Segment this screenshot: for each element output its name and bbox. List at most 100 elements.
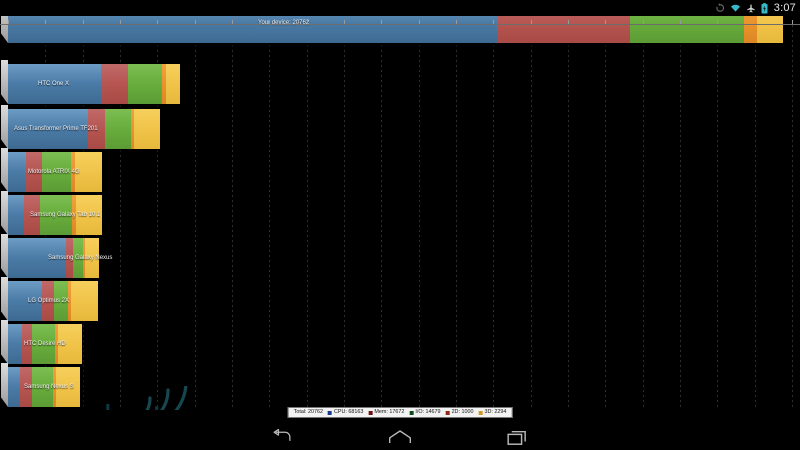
axis-tick-mark [680, 20, 681, 25]
bar-segment-3d [166, 64, 181, 104]
bar-3d-right-face [102, 151, 108, 196]
legend-item: 3D: 2294 [478, 408, 507, 415]
gridline [120, 25, 121, 410]
bar-left-tab [1, 0, 8, 43]
bar-left-tab [1, 320, 8, 364]
bar-segment-3d [84, 238, 100, 278]
bar-segment-3d [56, 367, 81, 407]
axis-tick-mark [605, 20, 607, 25]
bar-3d-right-face [80, 366, 86, 411]
legend-swatch [368, 410, 373, 415]
table-row[interactable] [1, 148, 108, 197]
bar-segment-io [54, 281, 69, 321]
legend-swatch [445, 410, 450, 415]
table-row[interactable] [1, 60, 186, 109]
table-row[interactable] [1, 105, 165, 154]
bar-segment-cpu [8, 109, 88, 149]
status-bar-icons: 3:07 [715, 0, 796, 16]
gridline [717, 25, 719, 410]
bar-segment-io [31, 324, 56, 364]
android-navigation-bar [0, 424, 800, 450]
back-button[interactable] [262, 424, 302, 450]
gridline [306, 25, 308, 410]
gridline [754, 25, 756, 410]
axis-tick-mark [269, 20, 271, 25]
bar-segment-2d [55, 324, 58, 364]
axis-tick-mark [45, 20, 47, 25]
bar-segment-cpu [8, 152, 26, 192]
bar-segment-2d [53, 367, 57, 407]
chart-plot-area: Your device: 20762 HTC One X Asus Transfor… [0, 0, 800, 412]
axis-tick-mark [344, 20, 345, 25]
bar-segment-2d [71, 152, 76, 192]
bar-segment-2d [161, 64, 167, 104]
bar-segment-cpu [8, 367, 21, 407]
axis-tick-mark [120, 20, 121, 25]
bar-left-tab [1, 60, 8, 104]
axis-tick-mark [530, 20, 532, 25]
bar-segment-2d [72, 195, 76, 235]
bar-segment-io [72, 238, 83, 278]
bar-segment-io [31, 367, 54, 407]
bar-segment-io [128, 64, 162, 104]
bar-3d-right-face [99, 237, 105, 282]
table-row[interactable] [1, 191, 108, 240]
axis-tick-mark [792, 20, 793, 25]
axis-tick-mark [418, 20, 420, 25]
bar-segment-mem [25, 152, 42, 192]
bar-segment-mem [24, 195, 40, 235]
table-row[interactable] [1, 320, 87, 369]
axis-tick-mark [754, 20, 756, 25]
legend-item: Mem: 17672 [368, 408, 405, 415]
gridline [344, 25, 345, 410]
gridline [269, 25, 271, 410]
bar-segment-io [41, 152, 72, 192]
table-row[interactable] [1, 363, 86, 412]
legend-item: I/O: 14679 [409, 409, 441, 415]
bar-3d-right-face [97, 280, 103, 325]
legend-swatch [478, 410, 483, 415]
home-button[interactable] [380, 424, 420, 450]
bar-segment-2d [68, 281, 72, 321]
legend-label: CPU: 68163 [334, 408, 364, 415]
axis-tick-mark [568, 20, 569, 25]
bar-segment-3d [75, 152, 103, 192]
legend-swatch [328, 410, 333, 415]
airplane-mode-icon [747, 4, 755, 13]
legend-label: 3D: 2294 [484, 408, 507, 415]
bar-left-tab [1, 277, 8, 321]
bar-left-tab [1, 191, 8, 235]
gridline [530, 25, 532, 410]
gridline [381, 25, 383, 410]
bar-segment-3d [75, 195, 103, 235]
bar-segment-3d [134, 109, 160, 149]
bar-3d-bottom-face [3, 43, 784, 48]
gridline [157, 25, 159, 410]
recents-button[interactable] [498, 424, 538, 450]
sync-icon [716, 3, 724, 12]
gridline [568, 25, 569, 410]
bar-3d-right-face [102, 194, 108, 239]
table-row[interactable] [1, 277, 103, 326]
bar-left-tab [1, 234, 8, 278]
legend-label: Total: 20762 [293, 408, 324, 415]
legend-item: 2D: 1000 [445, 409, 473, 415]
battery-icon [761, 2, 768, 13]
axis-tick-mark [493, 20, 495, 25]
bar-segment-mem [101, 64, 129, 104]
bar-segment-2d [131, 109, 135, 149]
bar-3d-right-face [180, 63, 186, 108]
status-bar-clock: 3:07 [773, 2, 796, 14]
bar-segment-io [39, 195, 73, 235]
bar-segment-3d [71, 281, 98, 321]
bar-segment-cpu [8, 238, 67, 278]
gridline [232, 25, 233, 410]
bar-segment-mem [66, 238, 73, 278]
legend-label: Mem: 17672 [374, 408, 405, 415]
bar-segment-3d [57, 324, 82, 364]
table-row[interactable] [1, 234, 105, 283]
gridline [418, 25, 420, 410]
legend-item: CPU: 68163 [328, 408, 364, 415]
bar-segment-2d [82, 238, 85, 278]
bar-3d-right-face [81, 323, 87, 368]
